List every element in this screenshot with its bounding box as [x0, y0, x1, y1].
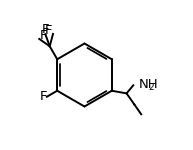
- Text: F: F: [39, 90, 47, 103]
- Text: F: F: [45, 24, 52, 38]
- Text: F: F: [40, 29, 47, 42]
- Text: F: F: [42, 23, 49, 36]
- Text: 2: 2: [148, 83, 154, 92]
- Text: NH: NH: [139, 78, 159, 91]
